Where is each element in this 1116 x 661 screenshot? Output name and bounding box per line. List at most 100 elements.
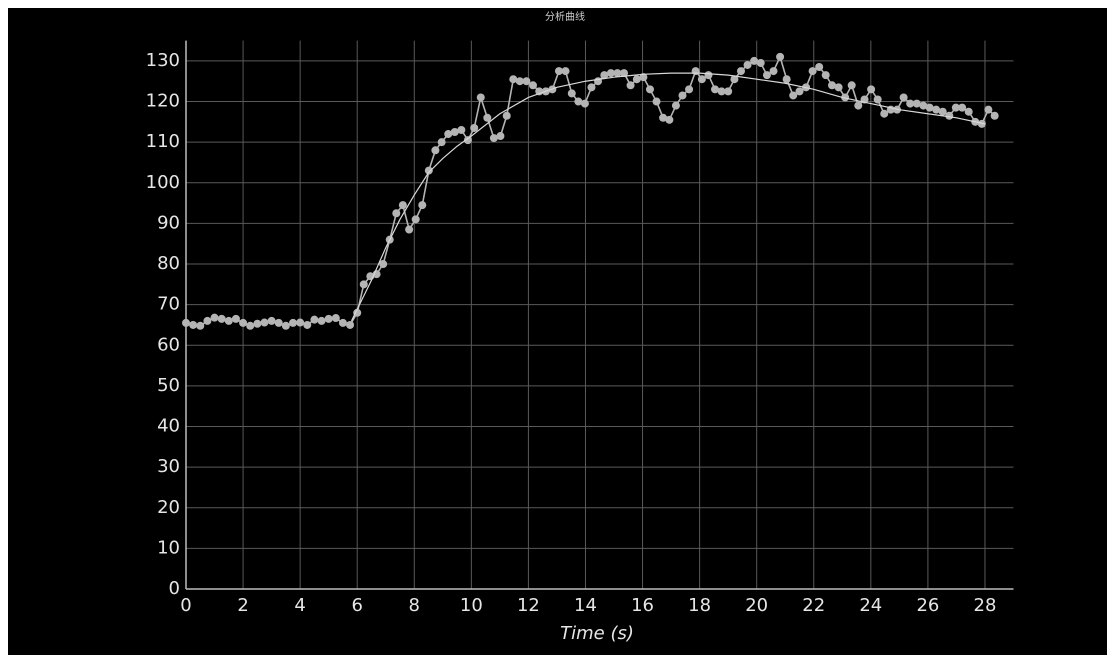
x-tick-label: 10 [460,595,483,616]
x-axis-title: Time (s) [560,623,634,644]
data-point [182,318,190,327]
data-point [899,93,908,102]
data-point [310,315,319,324]
data-point [945,111,954,120]
x-tick-label: 28 [974,595,997,616]
data-point [246,321,255,330]
data-point [594,77,603,86]
data-point [880,109,889,118]
data-point [239,318,248,327]
data-point [977,119,986,128]
y-tick-label: 120 [146,91,180,112]
data-point [502,111,511,120]
data-point [873,95,882,104]
data-point [509,75,518,84]
data-point [515,77,524,86]
data-point [346,320,355,329]
series-line [350,72,986,322]
panel [8,8,1107,655]
y-tick-label: 100 [146,172,180,193]
chart-title: 分析曲线 [545,10,585,23]
x-tick-label: 24 [859,595,882,616]
x-tick-label: 2 [237,595,248,616]
data-point [932,105,941,114]
data-point [626,81,635,90]
y-tick-label: 90 [157,212,180,233]
x-tick-label: 8 [409,595,420,616]
data-point [730,75,739,84]
data-point [665,115,674,124]
data-point [210,313,219,322]
data-point [691,67,700,76]
data-point [574,97,583,106]
data-point [418,201,427,210]
x-tick-label: 26 [916,595,939,616]
data-point [274,318,283,327]
y-tick-label: 130 [146,50,180,71]
data-point [736,67,745,76]
data-point [769,67,778,76]
y-tick-label: 50 [157,375,180,396]
data-point [424,166,433,175]
data-point [483,113,492,122]
x-tick-label: 4 [294,595,305,616]
data-point [253,319,262,328]
data-point [652,97,661,106]
data-point [951,103,960,112]
data-point [613,69,622,78]
data-point [457,125,466,134]
data-point [782,75,791,84]
data-point [815,63,824,72]
y-tick-label: 30 [157,456,180,477]
y-tick-label: 70 [157,294,180,315]
data-point [711,85,720,94]
data-point [528,81,537,90]
data-point [606,69,615,78]
data-point [289,318,298,327]
data-point [431,146,440,155]
y-tick-label: 40 [157,416,180,437]
data-point [317,316,326,325]
data-point [600,71,609,80]
data-point [964,107,973,116]
data-point [231,314,240,323]
x-tick-label: 20 [745,595,768,616]
data-point [958,103,967,112]
data-point [359,280,368,289]
data-point [392,209,401,218]
data-point [437,138,446,147]
data-point [828,81,837,90]
data-point [303,320,312,329]
data-point [561,67,570,76]
data-point [296,318,305,327]
data-point [379,260,388,269]
data-point [267,316,276,325]
data-point [338,318,347,327]
data-point [919,101,928,110]
data-point [470,123,479,132]
y-tick-label: 80 [157,253,180,274]
data-point [776,52,785,61]
data-point [867,85,876,94]
data-point [984,105,993,114]
data-point [331,314,340,323]
y-tick-label: 0 [169,578,180,599]
data-point [463,136,472,145]
data-point [587,83,596,92]
y-tick-label: 10 [157,537,180,558]
data-point [620,69,629,78]
data-point [554,67,563,76]
data-point [704,71,713,80]
data-point [678,91,687,100]
x-tick-label: 6 [351,595,362,616]
data-point [938,107,947,116]
data-point [405,225,414,234]
data-point [203,316,212,325]
data-point [196,321,205,330]
data-point [398,201,407,210]
y-tick-label: 20 [157,497,180,518]
data-point [281,321,290,330]
data-point [750,56,759,65]
data-point [671,101,680,110]
data-point [324,314,333,323]
